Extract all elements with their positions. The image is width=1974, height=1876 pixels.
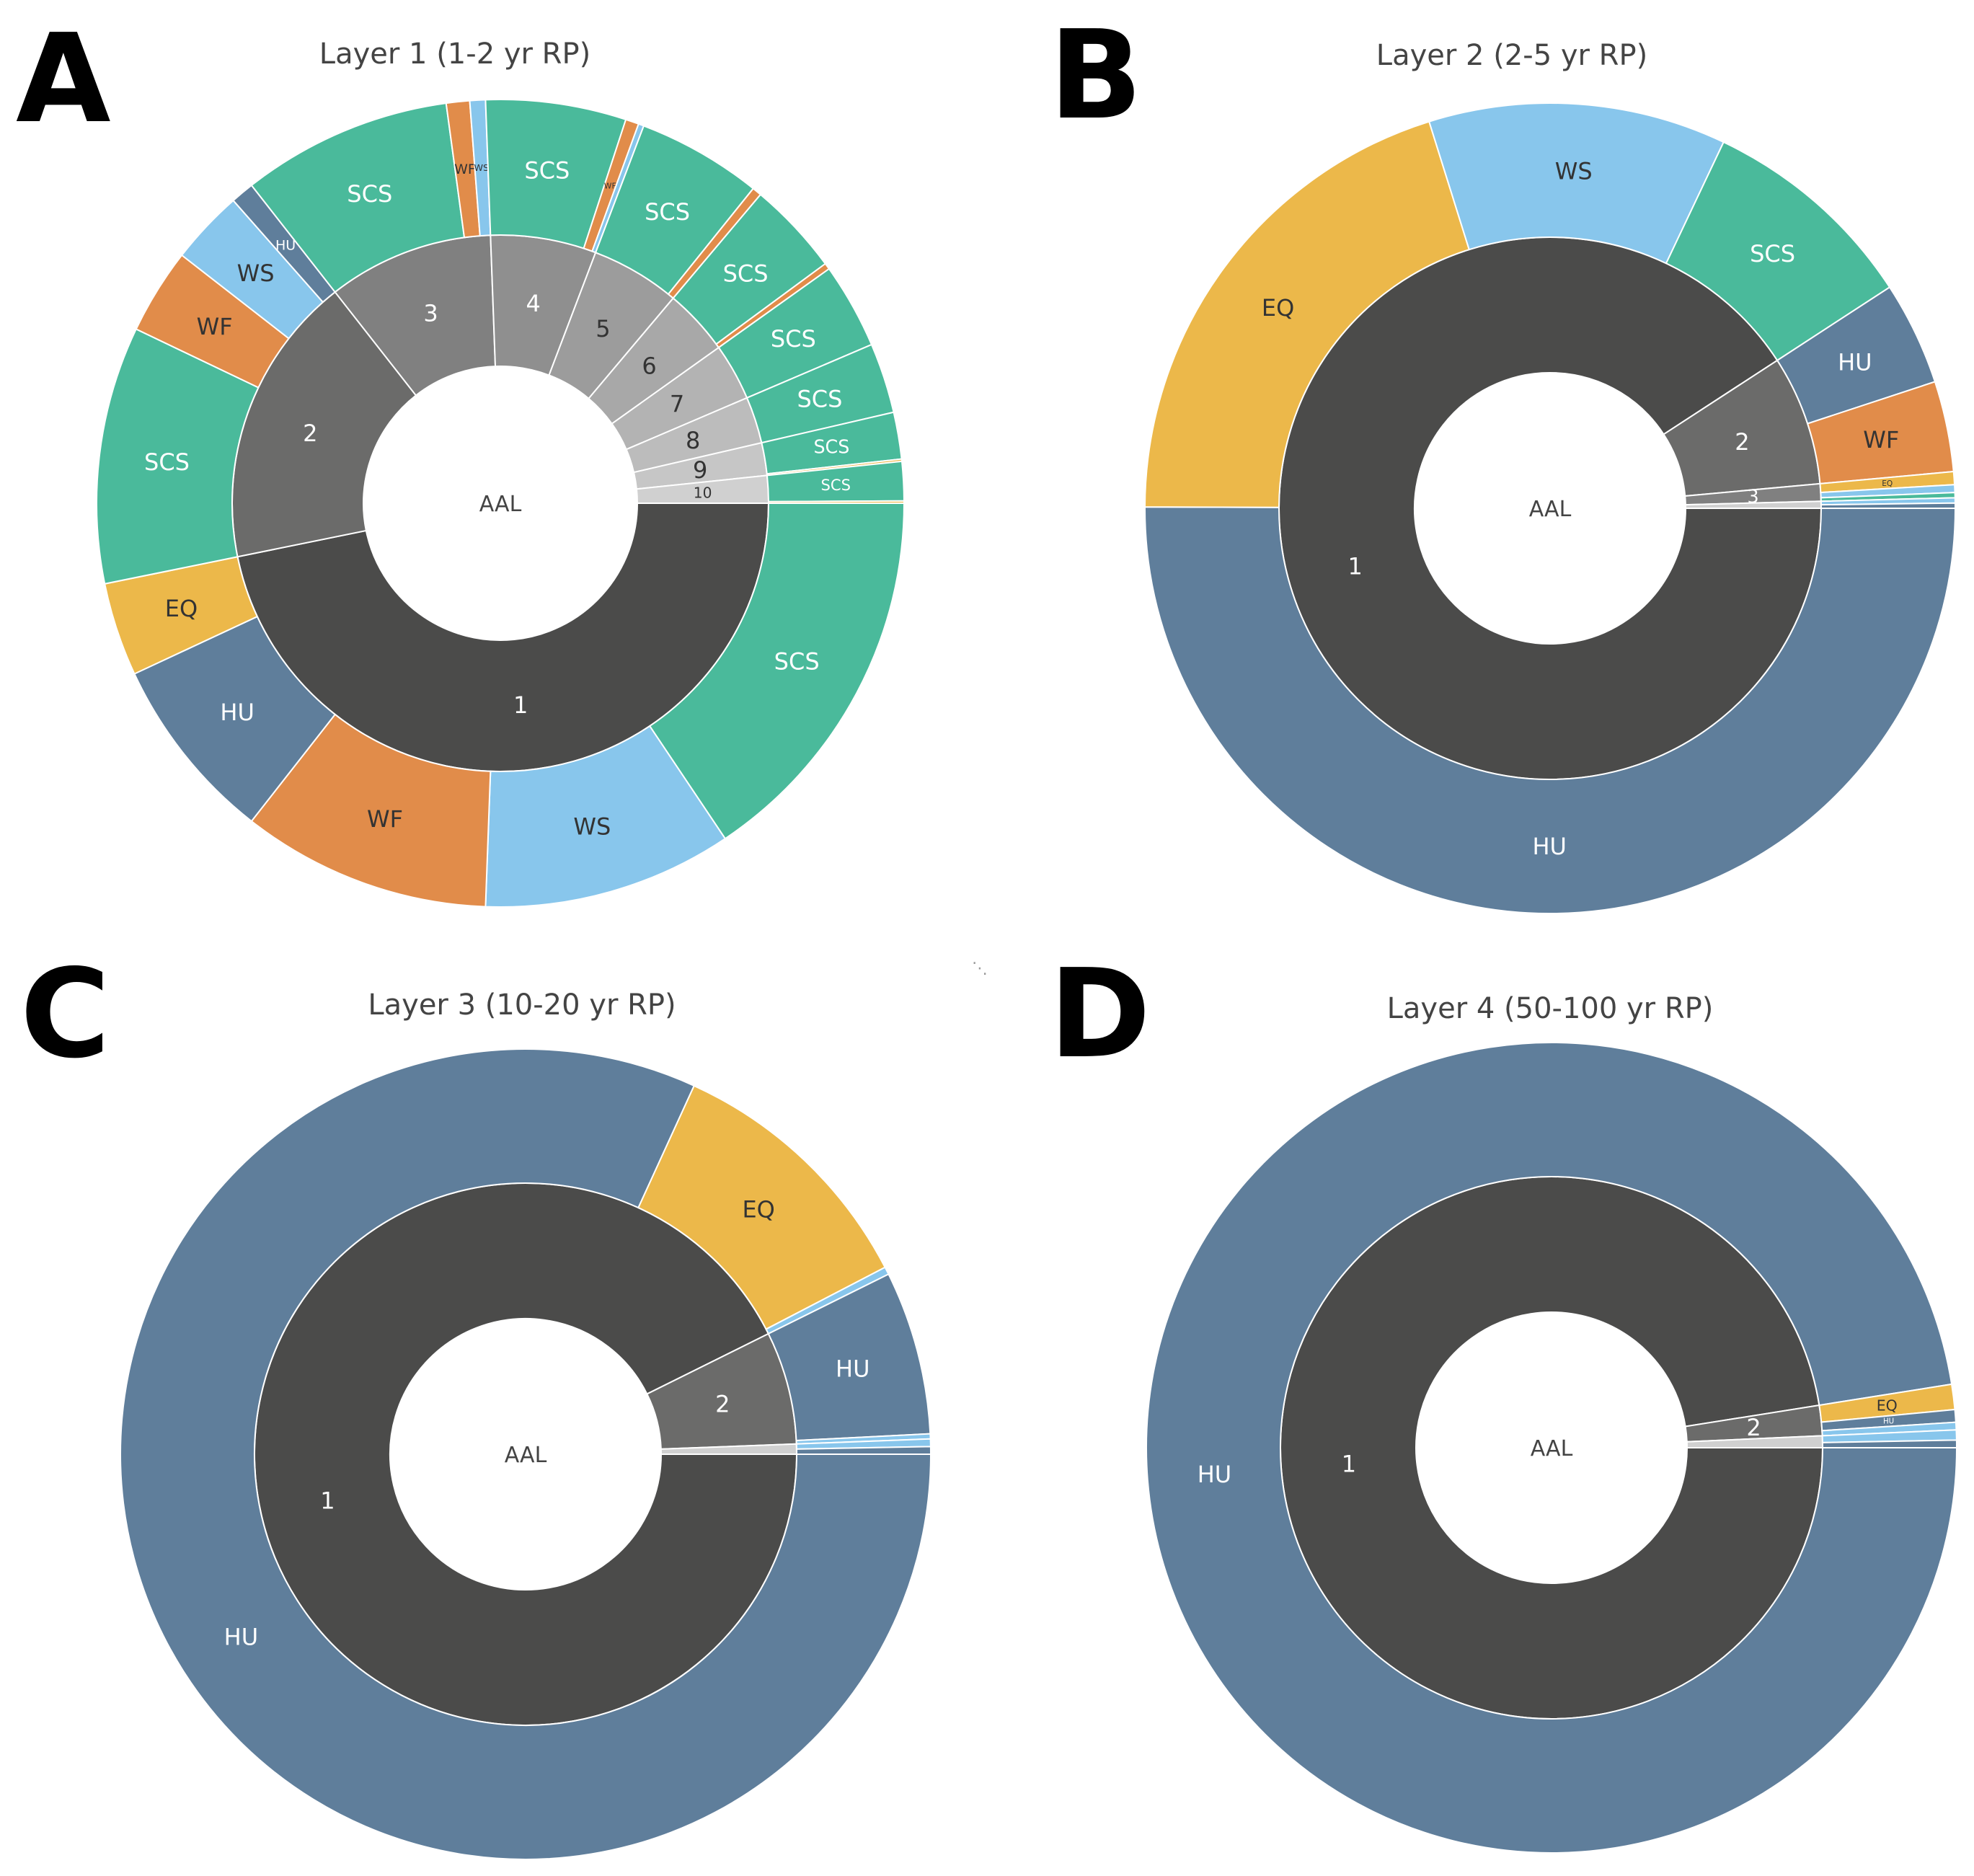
- sunburst-chart-c: AAL 1 HU EQ 2 HU: [120, 1048, 932, 1860]
- peril-label-eq: EQ: [1262, 294, 1294, 322]
- layer-label-1: 1: [1347, 552, 1362, 580]
- panel-d: D Layer 4 (50-100 yr RP) AAL 1 HU 2 EQ HU: [1049, 943, 1958, 1854]
- peril-segment-hu[interactable]: [1821, 1439, 1958, 1448]
- layer-label-4: 4: [526, 290, 540, 317]
- peril-label-scs: SCS: [524, 157, 570, 185]
- layer-label-2: 2: [715, 1391, 730, 1418]
- peril-label-ws: WS: [474, 162, 489, 173]
- layer-label-7: 7: [670, 391, 684, 418]
- sunburst-chart-d: AAL 1 HU 2 EQ HU: [1146, 1042, 1958, 1854]
- panel-label-b: B: [1049, 4, 1143, 147]
- peril-label-scs: SCS: [797, 386, 842, 413]
- peril-segment-hu[interactable]: [1146, 1042, 1958, 1854]
- peril-label-hu: HU: [1838, 348, 1872, 376]
- panel-label-a: A: [16, 8, 111, 151]
- peril-segment-hu[interactable]: [795, 1446, 932, 1455]
- peril-segment-scs[interactable]: [648, 503, 906, 840]
- chart-title-c: Layer 3 (10-20 yr RP): [368, 988, 676, 1022]
- peril-label-eq: EQ: [1882, 479, 1893, 488]
- peril-label-scs: SCS: [774, 648, 820, 676]
- peril-label-hu: HU: [836, 1355, 869, 1383]
- chart-title-a: Layer 1 (1-2 yr RP): [319, 37, 590, 71]
- layer-label-1: 1: [1342, 1450, 1356, 1477]
- layer-label-2: 2: [303, 420, 317, 447]
- peril-label-wf: WF: [604, 181, 616, 190]
- peril-segment-eq[interactable]: [767, 500, 906, 504]
- sunburst-chart-a: AAL1SCSWSWFHUEQ2SCSWFWSHU3SCSWFWS4SCSWF5…: [96, 99, 906, 908]
- layer-label-2: 2: [1735, 428, 1749, 456]
- layer-label-9: 9: [693, 456, 707, 484]
- peril-label-ws: WS: [237, 260, 275, 287]
- panel-c: C Layer 3 (10-20 yr RP) AAL 1 HU EQ 2 HU: [20, 943, 932, 1860]
- layer-label-8: 8: [686, 427, 700, 454]
- peril-label-scs: SCS: [347, 180, 392, 208]
- peril-label-wf: WF: [1863, 426, 1899, 453]
- layer-label-1: 1: [320, 1487, 335, 1515]
- layer-label-1: 1: [513, 691, 528, 719]
- peril-label-hu: HU: [1198, 1461, 1231, 1488]
- peril-label-ws: WS: [573, 813, 611, 840]
- peril-label-scs: SCS: [723, 260, 769, 288]
- peril-segment-eq[interactable]: [1143, 120, 1471, 508]
- peril-label-scs: SCS: [144, 448, 190, 476]
- peril-segment-hu[interactable]: [120, 1048, 932, 1860]
- layer-label-3: 3: [1747, 485, 1758, 507]
- chart-title-d: Layer 4 (50-100 yr RP): [1387, 992, 1714, 1025]
- peril-label-scs: SCS: [813, 436, 849, 458]
- root-label: AAL: [505, 1443, 547, 1468]
- chart-title-b: Layer 2 (2-5 yr RP): [1376, 39, 1647, 72]
- peril-label-scs: SCS: [771, 325, 816, 353]
- peril-label-scs: SCS: [821, 476, 851, 494]
- root-label: AAL: [1531, 1436, 1573, 1461]
- layer-label-10: 10: [694, 485, 712, 502]
- peril-label-ws: WS: [1555, 157, 1593, 185]
- peril-label-eq: EQ: [1877, 1397, 1898, 1414]
- layer-label-2: 2: [1746, 1414, 1761, 1441]
- peril-label-eq: EQ: [165, 595, 198, 622]
- peril-label-scs: SCS: [645, 198, 690, 226]
- panel-label-d: D: [1049, 943, 1151, 1086]
- layer-label-3: 3: [423, 299, 438, 327]
- peril-label-hu: HU: [1883, 1417, 1894, 1426]
- peril-label-wf: WF: [367, 805, 403, 833]
- layer-label-6: 6: [642, 353, 656, 380]
- peril-segment-hu[interactable]: [1820, 502, 1957, 509]
- peril-label-wf: WF: [454, 162, 476, 177]
- peril-label-hu: HU: [1532, 833, 1566, 860]
- root-label: AAL: [479, 492, 522, 517]
- peril-label-hu: HU: [224, 1624, 258, 1651]
- resize-handle-icon: ⋱: [972, 960, 988, 978]
- panel-label-c: C: [20, 943, 110, 1086]
- peril-label-hu: HU: [220, 699, 254, 726]
- peril-segment-hu[interactable]: [1143, 506, 1957, 914]
- peril-label-hu: HU: [275, 237, 296, 253]
- peril-label-scs: SCS: [1750, 240, 1795, 267]
- peril-label-eq: EQ: [742, 1195, 774, 1223]
- layer-label-5: 5: [596, 315, 610, 342]
- panel-a: A Layer 1 (1-2 yr RP) AAL1SCSWSWFHUEQ2SC…: [16, 8, 906, 908]
- sunburst-chart-b: AAL 1 HU EQ WS SCS 2 HU WF 3 EQ: [1143, 102, 1957, 914]
- panel-b: B Layer 2 (2-5 yr RP) AAL 1 HU EQ WS SCS 2 HU WF…: [1049, 4, 1957, 914]
- root-label: AAL: [1529, 497, 1572, 522]
- peril-label-wf: WF: [197, 313, 233, 340]
